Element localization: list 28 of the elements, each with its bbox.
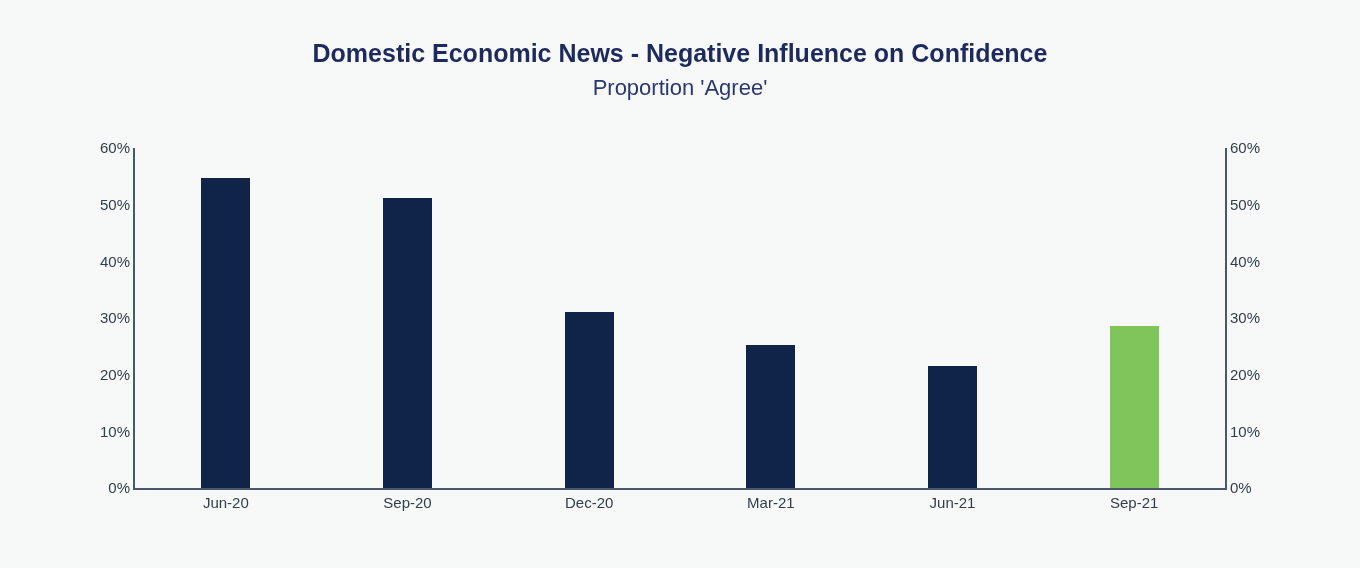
y-tick-label: 20%	[99, 365, 130, 383]
x-tick-label: Mar-21	[747, 494, 795, 511]
bar	[565, 312, 614, 488]
y2-tick-label: 0%	[1230, 479, 1252, 497]
x-tick-label: Sep-20	[383, 494, 432, 511]
y-tick-label: 10%	[99, 422, 130, 440]
bar	[928, 366, 977, 488]
chart-title: Domestic Economic News - Negative Influence on Confidence	[312, 39, 1048, 68]
y2-tick-label: 40%	[1230, 252, 1261, 270]
y-tick-label: 40%	[99, 252, 130, 270]
y2-tick-label: 30%	[1230, 309, 1261, 327]
bar	[1110, 326, 1159, 488]
x-tick-label: Sep-21	[1109, 494, 1159, 511]
x-tick-label: Jun-20	[202, 494, 249, 511]
y2-tick-label: 50%	[1230, 195, 1261, 213]
bar	[746, 345, 795, 488]
x-tick-label: Jun-21	[929, 494, 976, 511]
y-tick-label: 60%	[99, 139, 130, 157]
chart-subtitle: Proportion 'Agree'	[592, 74, 768, 100]
y-tick-label: 30%	[99, 309, 130, 327]
y-tick-label: 0%	[108, 479, 130, 497]
bar	[201, 178, 250, 488]
y2-tick-label: 10%	[1230, 422, 1261, 440]
y2-tick-label: 20%	[1230, 365, 1261, 383]
bar	[383, 198, 432, 488]
y-tick-label: 50%	[99, 195, 130, 213]
x-tick-label: Dec-20	[564, 494, 614, 511]
y2-tick-label: 60%	[1230, 139, 1261, 157]
